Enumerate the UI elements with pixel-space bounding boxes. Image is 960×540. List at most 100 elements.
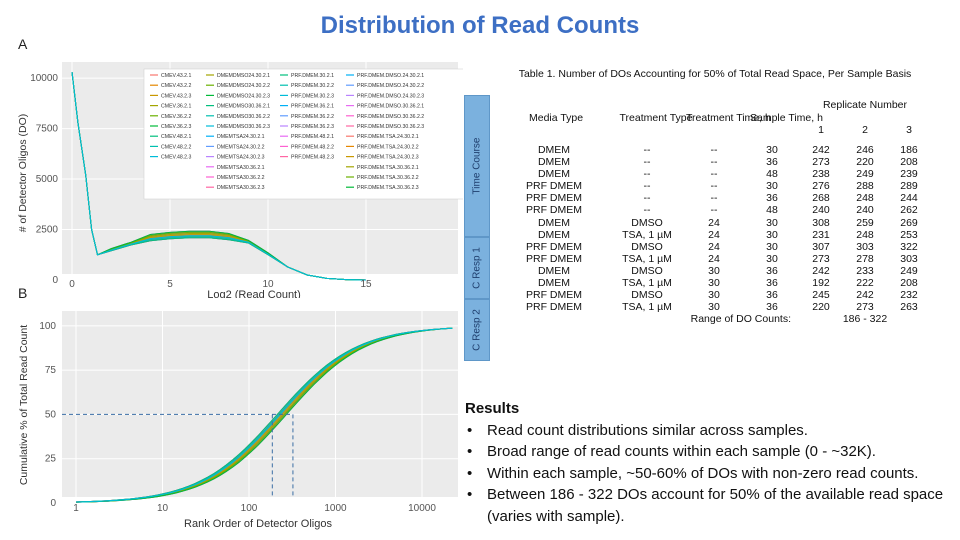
panel-label-a: A xyxy=(18,36,28,52)
page-title: Distribution of Read Counts xyxy=(320,12,640,39)
table-row: PRF DMEM TSA, 1 µM 30 36 220 273 263 xyxy=(497,301,931,313)
legend-label: PRF.DMEM.TSA.30.36.2.3 xyxy=(357,185,419,191)
table-cell: 269 xyxy=(900,216,918,229)
table-cell: 30 xyxy=(766,240,778,253)
plot-a-x-tick: 0 xyxy=(69,279,75,290)
table-cell: 36 xyxy=(766,301,778,314)
table-cell: 278 xyxy=(856,252,874,265)
result-item: • Within each sample, ~50-60% of DOs with… xyxy=(467,464,919,482)
table-cell: 240 xyxy=(856,204,874,217)
table-cell: 220 xyxy=(856,156,874,169)
legend-label: PRF.DMEM.48.2.2 xyxy=(291,144,334,150)
table-cell: 322 xyxy=(900,240,918,253)
table-cell: 244 xyxy=(900,192,918,205)
header-treatment-time: Treatment Time, h xyxy=(686,112,771,124)
legend-label: DMEMDMSO24.30.2.2 xyxy=(217,83,270,89)
plot-a-y-tick: 0 xyxy=(52,275,58,286)
table-cell: 246 xyxy=(856,144,874,156)
plot-a-x-label: Log2 (Read Count) xyxy=(207,289,301,298)
plot-b-y-tick: 25 xyxy=(45,454,57,465)
table-cell: 30 xyxy=(766,228,778,241)
panel-label-b: B xyxy=(18,285,28,301)
table-cell: -- xyxy=(710,204,718,217)
group-label-time-course: Time Course xyxy=(464,95,490,237)
legend-label: PRF.DMEM.TSA.24.30.2.2 xyxy=(357,144,419,150)
table-cell: DMEM xyxy=(537,156,571,169)
table-row: PRF DMEM DMSO 30 36 245 242 232 xyxy=(497,289,931,301)
table-cell: 30 xyxy=(708,301,720,314)
table-cell: 233 xyxy=(856,264,874,277)
results-section: Results • Read count distributions simila… xyxy=(465,398,960,527)
group-label-c-resp-1: C Resp 1 xyxy=(464,237,490,299)
table-cell: PRF DMEM xyxy=(526,192,582,205)
legend-label: PRF.DMEM.48.2.3 xyxy=(291,155,334,161)
table-cell: 308 xyxy=(812,216,830,229)
legend-label: PRF.DMEM.DMSO.30.36.2.1 xyxy=(357,104,424,110)
table-cell: 36 xyxy=(766,156,778,169)
table-cell: PRF DMEM xyxy=(526,252,582,265)
legend-label: DMEMTSA30.36.2.2 xyxy=(217,175,265,181)
table-cell: 276 xyxy=(812,180,830,193)
legend-label: DMEMDMSO24.30.2.3 xyxy=(217,93,270,99)
table-cell: 30 xyxy=(766,180,778,193)
table-cell: PRF DMEM xyxy=(526,204,582,217)
legend-label: DMEMDMSO30.36.2.2 xyxy=(217,114,270,120)
table-cell: DMEM xyxy=(537,277,571,290)
cumulative-curve xyxy=(75,327,453,503)
table-cell: 24 xyxy=(708,216,720,229)
legend-label: PRF.DMEM.TSA.24.30.2.3 xyxy=(357,155,419,161)
legend-label: CMEV.43.2.3 xyxy=(161,93,191,99)
table-cell: TSA, 1 µM xyxy=(622,277,672,290)
table-cell: DMEM xyxy=(537,228,571,241)
header-sample-time: Sample Time, h xyxy=(750,112,823,124)
result-item: • Broad range of read counts within each … xyxy=(467,443,876,460)
table-cell: -- xyxy=(643,180,651,193)
cumulative-read-count-plot: 100 75 50 25 0 1 10 100 1000 10000 Cumulative % … xyxy=(18,311,458,530)
plot-b-x-tick: 10000 xyxy=(408,503,436,514)
table-cell: TSA, 1 µM xyxy=(622,228,672,241)
table-caption: Table 1. Number of DOs Accounting for 50… xyxy=(518,68,912,80)
plot-b-x-tick: 100 xyxy=(241,503,258,514)
table-cell: 36 xyxy=(766,264,778,277)
table-cell: 242 xyxy=(812,144,830,156)
plot-b-x-label: Rank Order of Detector Oligos xyxy=(184,518,332,530)
table-cell: -- xyxy=(643,144,651,156)
legend-label: CMEV.43.2.2 xyxy=(161,83,191,89)
table-cell: DMEM xyxy=(537,168,571,181)
plot-a-y-tick: 7500 xyxy=(36,124,59,135)
header-rep-2: 2 xyxy=(862,124,868,137)
legend-label: CMEV.48.2.1 xyxy=(161,134,191,140)
table-cell: 303 xyxy=(856,240,874,253)
table-cell: 24 xyxy=(708,228,720,241)
table-cell: 259 xyxy=(856,216,874,229)
plot-b-x-tick: 1000 xyxy=(324,503,347,514)
legend-label: CMEV.48.2.2 xyxy=(161,144,191,150)
header-media-type: Media Type xyxy=(529,112,584,124)
legend-label: PRF.DMEM.TSA.30.36.2.1 xyxy=(357,165,419,171)
table-row: DMEM -- -- 48 238 249 239 xyxy=(497,168,931,180)
table-cell: 30 xyxy=(708,277,720,290)
table-cell: 273 xyxy=(812,156,830,169)
table-cell: 273 xyxy=(856,301,874,314)
table-row: DMEM -- -- 36 273 220 208 xyxy=(497,156,931,168)
table-cell: PRF DMEM xyxy=(526,240,582,253)
table-row: DMEM TSA, 1 µM 24 30 231 248 253 xyxy=(497,229,931,241)
plot-b-x-tick: 1 xyxy=(73,503,79,514)
table-cell: 231 xyxy=(812,228,830,241)
table-cell: 208 xyxy=(900,277,918,290)
legend-label: CMEV.36.2.3 xyxy=(161,124,191,130)
table-row: DMEM DMSO 24 30 308 259 269 xyxy=(497,217,931,229)
table-cell: 36 xyxy=(766,289,778,302)
table-row: PRF DMEM -- -- 48 240 240 262 xyxy=(497,204,931,216)
table-cell: 289 xyxy=(900,180,918,193)
table-cell: 288 xyxy=(856,180,874,193)
do-count-table: Media Type Treatment Type Treatment Time… xyxy=(497,93,931,325)
legend-label: PRF.DMEM.30.2.3 xyxy=(291,93,334,99)
table-row: DMEM TSA, 1 µM 30 36 192 222 208 xyxy=(497,277,931,289)
legend-label: PRF.DMEM.36.2.3 xyxy=(291,124,334,130)
table-cell: 24 xyxy=(708,252,720,265)
table-cell: 248 xyxy=(856,192,874,205)
table-cell: 186 xyxy=(900,144,918,156)
table-cell: -- xyxy=(643,192,651,205)
legend-label: DMEMDMSO24.30.2.1 xyxy=(217,73,270,79)
